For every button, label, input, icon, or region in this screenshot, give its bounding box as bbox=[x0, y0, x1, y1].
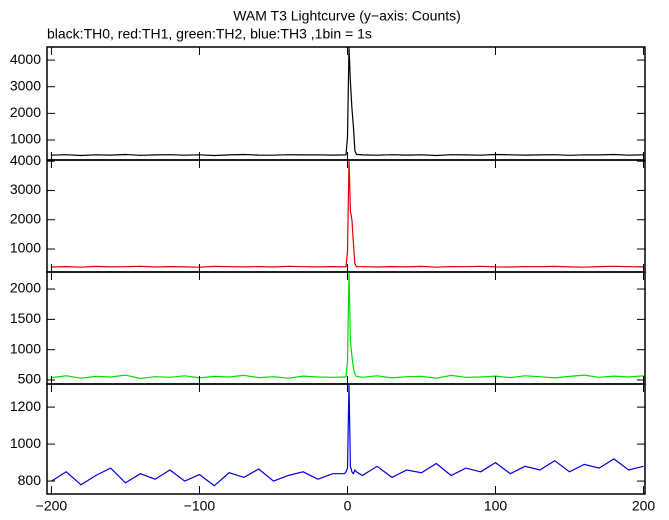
x-tick-label: 100 bbox=[484, 498, 508, 514]
series-line bbox=[51, 159, 644, 268]
panel-frame bbox=[46, 46, 646, 161]
x-tick-label: −200 bbox=[36, 498, 68, 514]
y-tick-label: 1000 bbox=[10, 435, 41, 451]
y-tick-label: 1000 bbox=[10, 240, 41, 256]
y-tick-label: 1500 bbox=[10, 310, 41, 326]
x-tick-label: 200 bbox=[632, 498, 656, 514]
y-tick-label: 4000 bbox=[10, 51, 41, 67]
y-tick-label: 3000 bbox=[10, 77, 41, 93]
x-tick-label: −100 bbox=[184, 498, 216, 514]
series-line bbox=[51, 46, 644, 157]
y-tick-label: 2000 bbox=[10, 280, 41, 296]
y-tick-label: 2000 bbox=[10, 210, 41, 226]
y-tick-label: 500 bbox=[18, 371, 42, 387]
chart-subtitle: black:TH0, red:TH1, green:TH2, blue:TH3 … bbox=[47, 26, 372, 42]
y-tick-label: 1200 bbox=[10, 398, 41, 414]
panel-frame bbox=[46, 271, 646, 385]
series-line bbox=[51, 272, 644, 380]
y-tick-label: 4000 bbox=[10, 152, 41, 168]
x-tick-label: 0 bbox=[344, 498, 352, 514]
chart-title: WAM T3 Lightcurve (y−axis: Counts) bbox=[233, 8, 461, 24]
y-tick-label: 1000 bbox=[10, 340, 41, 356]
y-tick-label: 3000 bbox=[10, 181, 41, 197]
y-tick-label: 2000 bbox=[10, 104, 41, 120]
panel-frame bbox=[46, 383, 646, 495]
y-tick-label: 800 bbox=[18, 472, 42, 488]
panel-frame bbox=[46, 159, 646, 273]
y-tick-label: 1000 bbox=[10, 131, 41, 147]
series-line bbox=[51, 383, 644, 487]
